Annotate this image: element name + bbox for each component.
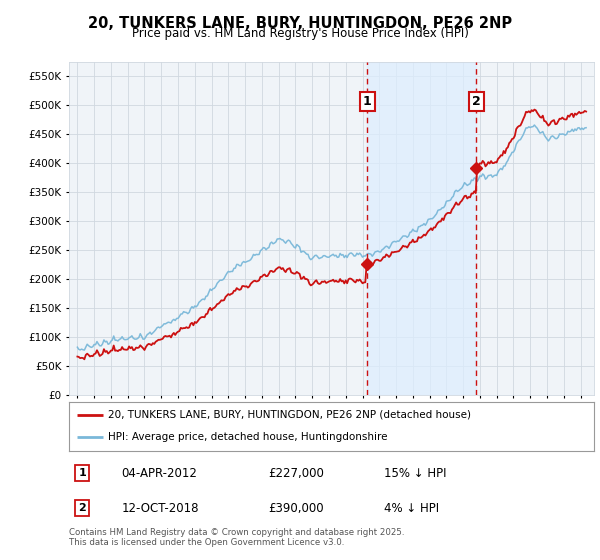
Text: Price paid vs. HM Land Registry's House Price Index (HPI): Price paid vs. HM Land Registry's House … — [131, 27, 469, 40]
Text: 2: 2 — [472, 95, 481, 108]
Text: HPI: Average price, detached house, Huntingdonshire: HPI: Average price, detached house, Hunt… — [109, 432, 388, 442]
Text: 15% ↓ HPI: 15% ↓ HPI — [384, 466, 446, 480]
Text: 1: 1 — [362, 95, 371, 108]
Text: 2: 2 — [78, 503, 86, 513]
Text: £227,000: £227,000 — [269, 466, 325, 480]
Bar — [367, 62, 476, 395]
Text: 4% ↓ HPI: 4% ↓ HPI — [384, 502, 439, 515]
Text: 12-OCT-2018: 12-OCT-2018 — [121, 502, 199, 515]
Text: £390,000: £390,000 — [269, 502, 324, 515]
Text: 20, TUNKERS LANE, BURY, HUNTINGDON, PE26 2NP: 20, TUNKERS LANE, BURY, HUNTINGDON, PE26… — [88, 16, 512, 31]
Text: 1: 1 — [78, 468, 86, 478]
Text: Contains HM Land Registry data © Crown copyright and database right 2025.
This d: Contains HM Land Registry data © Crown c… — [69, 528, 404, 547]
Text: 04-APR-2012: 04-APR-2012 — [121, 466, 197, 480]
Text: 20, TUNKERS LANE, BURY, HUNTINGDON, PE26 2NP (detached house): 20, TUNKERS LANE, BURY, HUNTINGDON, PE26… — [109, 410, 472, 420]
